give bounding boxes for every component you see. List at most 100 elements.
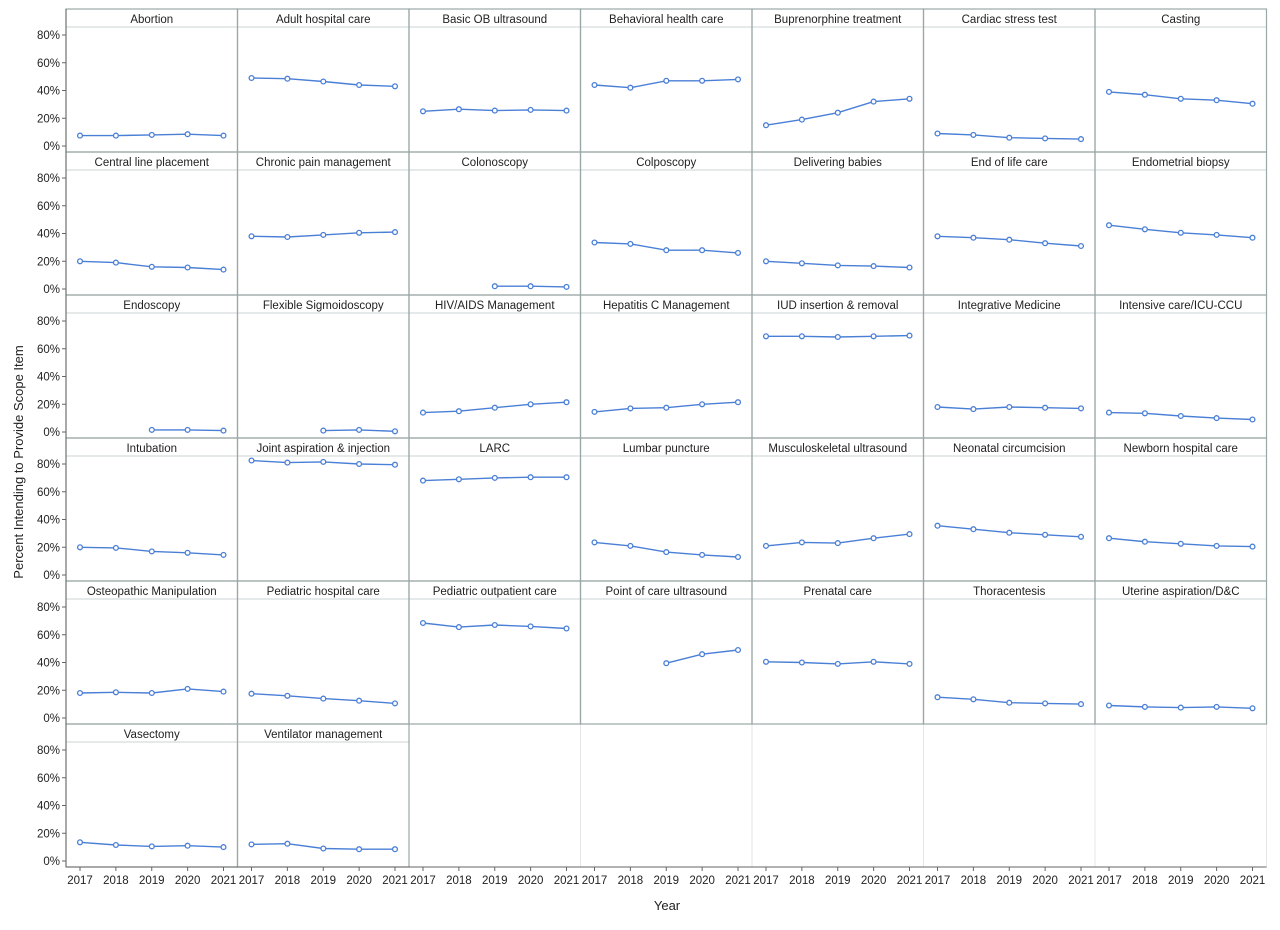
data-point bbox=[762, 658, 770, 665]
y-tick-label: 80% bbox=[37, 173, 60, 185]
panel-title: Intubation bbox=[126, 443, 177, 455]
data-point bbox=[1141, 226, 1148, 233]
data-point bbox=[1006, 699, 1013, 706]
panel: Colposcopy bbox=[579, 151, 753, 296]
panel-border bbox=[408, 294, 582, 439]
data-point bbox=[1141, 410, 1148, 417]
panel-title: Point of care ultrasound bbox=[606, 586, 727, 598]
panel-title: Basic OB ultrasound bbox=[442, 14, 547, 26]
data-point bbox=[1077, 533, 1085, 540]
panel-title: Prenatal care bbox=[804, 586, 872, 598]
x-tick-label: 2018 bbox=[789, 875, 815, 887]
data-point bbox=[699, 77, 706, 84]
data-point bbox=[563, 107, 570, 114]
data-point bbox=[834, 262, 841, 269]
data-point bbox=[906, 531, 913, 538]
panel-title: IUD insertion & removal bbox=[777, 300, 898, 312]
data-point bbox=[834, 660, 841, 667]
data-point bbox=[1141, 703, 1148, 710]
data-point bbox=[1006, 403, 1013, 411]
data-point bbox=[284, 692, 291, 699]
data-point bbox=[970, 696, 977, 703]
data-point bbox=[76, 132, 84, 139]
data-point bbox=[148, 263, 155, 270]
x-tick-label: 2019 bbox=[139, 875, 165, 887]
panel-border bbox=[751, 294, 925, 439]
data-point bbox=[76, 258, 84, 265]
panel-title: Behavioral health care bbox=[609, 14, 723, 26]
grid-cell bbox=[751, 437, 924, 582]
x-tick-label: 2019 bbox=[310, 875, 336, 887]
data-point bbox=[762, 258, 770, 265]
y-tick-label: 40% bbox=[37, 515, 60, 527]
panel: Pediatric hospital care bbox=[236, 580, 410, 725]
data-point bbox=[734, 76, 742, 83]
panel: Casting bbox=[1094, 8, 1268, 153]
panel-border bbox=[751, 8, 925, 153]
panel-border bbox=[579, 437, 753, 582]
panel: Adult hospital care bbox=[236, 8, 410, 153]
data-point bbox=[762, 122, 770, 129]
panel: Lumbar puncture bbox=[579, 437, 753, 582]
data-point bbox=[112, 841, 119, 849]
panel: Colonoscopy bbox=[408, 151, 582, 296]
grid-cell bbox=[65, 151, 238, 296]
x-tick-label: 2020 bbox=[175, 875, 201, 887]
x-tick-label: 2020 bbox=[518, 875, 544, 887]
data-point bbox=[491, 474, 498, 481]
data-point bbox=[391, 83, 399, 90]
panel-border bbox=[65, 437, 239, 582]
data-point bbox=[734, 553, 742, 561]
x-tick-label: 2019 bbox=[996, 875, 1022, 887]
data-point bbox=[591, 408, 598, 415]
panel-title: Musculoskeletal ultrasound bbox=[768, 443, 907, 455]
data-point bbox=[284, 75, 291, 82]
data-point bbox=[491, 107, 498, 114]
data-point bbox=[491, 404, 498, 411]
data-point bbox=[148, 689, 155, 697]
x-tick-label: 2018 bbox=[961, 875, 987, 887]
y-tick-label: 60% bbox=[37, 487, 60, 499]
y-tick-label: 80% bbox=[37, 602, 60, 614]
data-point bbox=[591, 239, 598, 246]
grid-cell bbox=[1094, 437, 1267, 582]
data-point bbox=[563, 399, 570, 406]
data-point bbox=[527, 474, 534, 481]
data-point bbox=[1177, 540, 1184, 547]
panel: Point of care ultrasound bbox=[579, 580, 753, 725]
panel: Ventilator management bbox=[236, 723, 410, 868]
grid-cell bbox=[65, 580, 238, 725]
grid-cell bbox=[408, 151, 581, 296]
data-point bbox=[356, 229, 363, 236]
data-point bbox=[906, 95, 913, 102]
data-point bbox=[762, 333, 770, 340]
panel-title: Lumbar puncture bbox=[623, 443, 710, 455]
panel: Vasectomy bbox=[65, 723, 239, 868]
grid-cell bbox=[1094, 8, 1267, 153]
data-point bbox=[248, 74, 255, 82]
x-tick-label: 2017 bbox=[67, 875, 93, 887]
panel-border bbox=[579, 294, 753, 439]
data-point bbox=[1042, 700, 1049, 707]
grid-cell bbox=[237, 151, 410, 296]
x-tick-label: 2021 bbox=[1068, 875, 1094, 887]
y-tick-label: 0% bbox=[43, 284, 60, 296]
grid-cell bbox=[580, 723, 753, 868]
panel-border bbox=[922, 294, 1096, 439]
data-point bbox=[248, 457, 255, 464]
x-tick-label: 2018 bbox=[103, 875, 129, 887]
data-point bbox=[627, 405, 634, 412]
grid-cell bbox=[237, 294, 410, 439]
data-point bbox=[356, 460, 363, 468]
data-point bbox=[870, 263, 877, 270]
panel-title: Neonatal circumcision bbox=[953, 443, 1066, 455]
panel: Behavioral health care bbox=[579, 8, 753, 153]
grid-cell bbox=[408, 294, 581, 439]
data-point bbox=[184, 264, 191, 271]
data-point bbox=[906, 332, 913, 339]
x-axis-label: Year bbox=[654, 898, 681, 913]
data-point bbox=[1042, 531, 1049, 538]
data-point bbox=[798, 539, 805, 546]
data-point bbox=[391, 700, 399, 707]
